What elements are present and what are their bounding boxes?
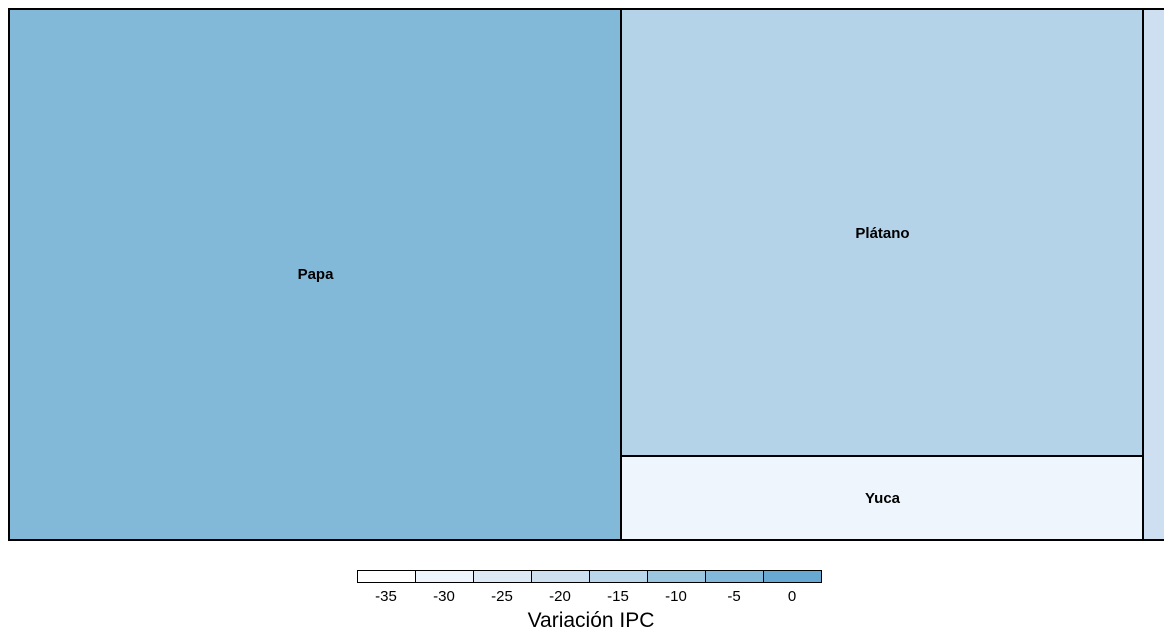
color-legend: -35 -30 -25 -20 -15 -10 -5 0 Variación IPC (357, 570, 825, 636)
tile-yuca: Yuca (620, 455, 1145, 541)
legend-key-0 (357, 570, 416, 583)
legend-tick-label: 0 (787, 588, 797, 605)
legend-key-4 (589, 570, 648, 583)
legend-key-3 (531, 570, 590, 583)
treemap-plot-area: Papa Plátano Yuca (8, 8, 1164, 541)
legend-key-1 (415, 570, 474, 583)
legend-tick-label: -5 (727, 588, 741, 605)
tile-label-papa: Papa (297, 266, 334, 283)
legend-tick-label: -15 (607, 588, 629, 605)
tile-label-yuca: Yuca (864, 489, 901, 507)
legend-title: Variación IPC (527, 609, 655, 632)
legend-key-5 (647, 570, 706, 583)
tile-platano: Plátano (620, 8, 1145, 458)
legend-key-7 (763, 570, 822, 583)
legend-tick-label: -10 (665, 588, 687, 605)
tile-label-platano: Plátano (855, 224, 910, 242)
legend-tick-label: -20 (549, 588, 571, 605)
legend-tick-label: -25 (491, 588, 513, 605)
legend-tick-label: -30 (433, 588, 455, 605)
tile-unlabeled-edge (1142, 8, 1164, 541)
tile-papa: Papa (8, 8, 623, 541)
legend-tick-label: -35 (375, 588, 397, 605)
legend-key-2 (473, 570, 532, 583)
legend-key-6 (705, 570, 764, 583)
